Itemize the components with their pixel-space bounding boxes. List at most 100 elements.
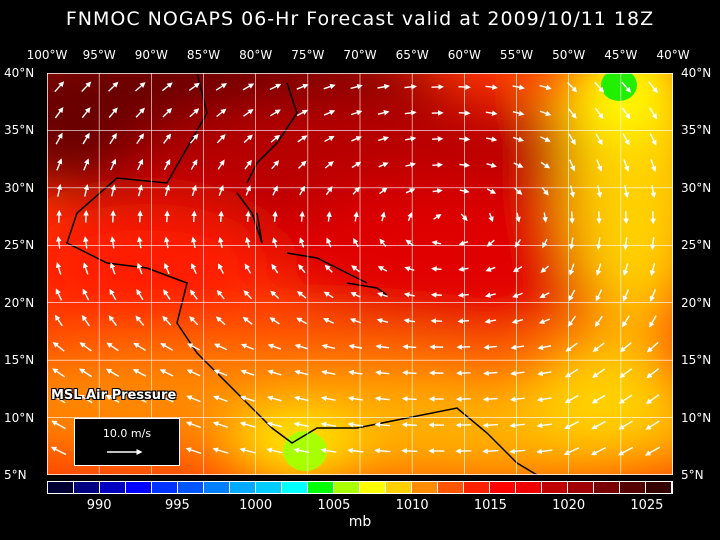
longitude-label: 85°W <box>186 48 221 62</box>
wind-arrow <box>433 214 442 220</box>
lat-lon-grid <box>47 73 673 475</box>
wind-arrow <box>136 262 143 275</box>
colorbar-swatch <box>152 482 178 493</box>
wind-arrow <box>404 110 417 116</box>
wind-arrow <box>511 318 524 324</box>
latitude-label-left: 25°N <box>4 238 35 253</box>
wind-arrow <box>379 187 388 195</box>
wind-arrow <box>326 211 332 222</box>
wind-arrow <box>405 188 416 194</box>
wind-arrow <box>50 446 67 456</box>
wind-arrow <box>215 316 226 326</box>
wind-arrow <box>321 369 336 376</box>
wind-arrow <box>217 263 224 274</box>
wind-arrow <box>596 159 603 172</box>
colorbar-swatch <box>178 482 204 493</box>
wind-arrow <box>457 292 469 298</box>
wind-arrow <box>596 185 603 198</box>
wind-arrow <box>56 158 63 171</box>
longitude-label: 50°W <box>552 48 586 62</box>
wind-arrow <box>160 343 173 351</box>
wind-arrow <box>164 184 170 197</box>
wind-arrow <box>404 136 417 142</box>
wind-arrow <box>485 110 498 116</box>
wind-arrow <box>594 107 604 119</box>
wind-arrow <box>135 107 145 118</box>
wind-arrow <box>648 107 658 120</box>
wind-arrow <box>296 317 307 325</box>
wind-arrow <box>325 186 333 196</box>
wind-arrow <box>54 81 65 93</box>
wind-arrow <box>218 210 224 223</box>
wind-arrow <box>272 237 278 248</box>
wind-arrow <box>109 262 116 275</box>
wind-arrow <box>55 288 63 301</box>
wind-arrow <box>569 237 575 250</box>
wind-arrow <box>405 162 416 168</box>
wind-arrow <box>590 446 607 456</box>
wind-arrow <box>83 236 89 249</box>
colorbar-swatch <box>620 482 646 493</box>
wind-arrow <box>83 158 90 171</box>
wind-arrow <box>321 343 336 350</box>
longitude-label: 90°W <box>134 48 168 62</box>
wind-arrow <box>591 394 606 404</box>
wind-arrow <box>565 342 578 352</box>
wind-arrow <box>213 343 228 351</box>
reference-arrow-icon <box>107 449 143 455</box>
wind-arrow <box>163 289 171 300</box>
wind-arrow <box>645 394 660 404</box>
wind-arrow <box>136 133 145 145</box>
wind-arrow <box>568 263 575 276</box>
colorbar-swatch <box>126 482 152 493</box>
colorbar-swatch <box>438 482 464 493</box>
wind-arrow <box>164 236 170 249</box>
wind-arrow <box>405 239 414 247</box>
wind-arrow <box>83 184 90 197</box>
wind-arrow <box>649 289 657 302</box>
wind-arrow <box>56 235 62 249</box>
wind-arrow <box>375 343 390 350</box>
wind-arrow <box>486 239 495 247</box>
colorbar-swatch <box>74 482 100 493</box>
latitude-label-right: 10°N <box>681 410 712 425</box>
wind-arrow <box>164 210 170 223</box>
wind-arrow <box>105 394 120 403</box>
wind-arrow <box>244 159 252 170</box>
wind-arrow <box>374 421 391 428</box>
longitude-label: 75°W <box>291 48 325 62</box>
colorbar-tick-label: 990 <box>86 498 112 513</box>
wind-arrow <box>402 344 417 350</box>
wind-arrow <box>404 84 417 90</box>
colorbar-swatch <box>542 482 568 493</box>
wind-arrow <box>294 369 309 376</box>
wind-arrow <box>298 264 306 274</box>
wind-arrow <box>163 262 170 275</box>
wind-arrow <box>81 314 90 327</box>
wind-arrow <box>569 185 576 198</box>
wind-arrow <box>79 368 93 378</box>
wind-arrow <box>269 317 280 325</box>
wind-arrow <box>267 395 282 402</box>
wind-arrow <box>185 421 202 429</box>
wind-arrow <box>163 159 171 171</box>
wind-arrow <box>215 83 228 91</box>
wind-arrow <box>375 369 390 376</box>
latitude-label-left: 30°N <box>4 180 35 195</box>
wind-arrow <box>460 213 468 222</box>
wind-arrow <box>458 240 469 246</box>
colorbar-swatch <box>646 482 672 493</box>
wind-arrow <box>267 343 282 350</box>
wind-arrow <box>136 158 144 171</box>
wind-arrow <box>189 108 200 118</box>
wind-arrow <box>296 291 307 299</box>
latitude-label-right: 5°N <box>681 468 704 482</box>
wind-arrow <box>320 421 337 428</box>
wind-arrow <box>108 107 118 118</box>
wind-arrow <box>645 446 661 456</box>
wind-arrow <box>565 368 579 378</box>
wind-arrow <box>622 133 630 146</box>
wind-arrow <box>377 110 390 116</box>
wind-arrow <box>563 447 580 455</box>
wind-arrow <box>457 318 470 324</box>
